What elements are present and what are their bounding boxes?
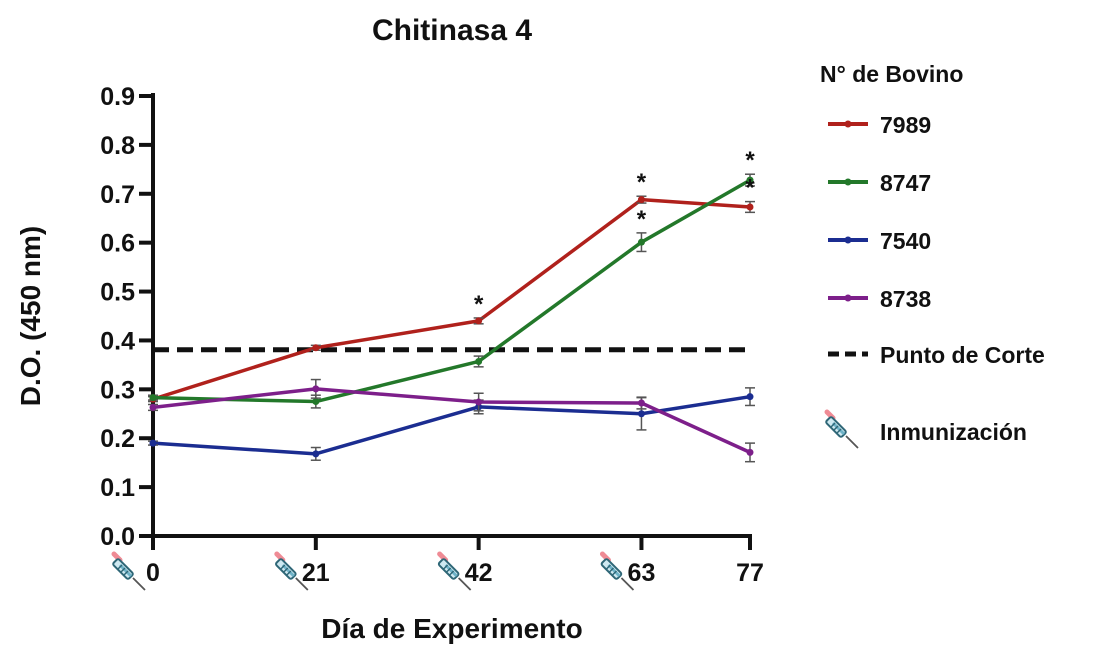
y-tick-label: 0.1: [100, 474, 135, 502]
legend-label: 7989: [880, 112, 931, 138]
chart-title: Chitinasa 4: [372, 14, 532, 47]
data-point: [149, 439, 157, 447]
data-point: [637, 238, 645, 246]
y-tick-label: 0.4: [100, 327, 135, 355]
y-tick-label: 0.5: [100, 279, 135, 307]
y-tick-label: 0.7: [100, 181, 135, 209]
series-line: [152, 394, 751, 456]
series-layer: [148, 173, 755, 463]
series-8747: [148, 173, 755, 409]
series-line: [152, 178, 751, 404]
legend-marker: [844, 236, 852, 244]
data-point: [149, 403, 157, 411]
legend-label: 8747: [880, 170, 931, 196]
y-tick-label: 0.9: [100, 83, 135, 111]
legend-item-immunization: Inmunización: [825, 412, 1027, 448]
data-point: [637, 410, 645, 418]
data-point: [475, 398, 483, 406]
legend-item-7540: 7540: [828, 228, 931, 254]
syringe-icon: [112, 554, 145, 590]
significance-layer: *****: [474, 147, 755, 318]
data-point: [746, 393, 754, 401]
x-tick-label: 77: [736, 559, 764, 587]
legend-marker: [844, 178, 852, 186]
legend-item-8747: 8747: [828, 170, 931, 196]
data-point: [746, 448, 754, 456]
data-point: [475, 317, 483, 325]
data-point: [312, 450, 320, 458]
x-axis: 0 21 42 63 77: [146, 534, 764, 587]
significance-mark: *: [637, 206, 647, 233]
y-axis-label: D.O. (450 nm): [15, 226, 46, 406]
x-tick-label: 63: [628, 559, 656, 587]
x-tick-label: 21: [302, 559, 330, 587]
legend: N° de Bovino 7989 8747 7540 8738 Punto de Co…: [820, 61, 1045, 448]
legend-title: N° de Bovino: [820, 61, 963, 87]
legend-label: 8738: [880, 286, 931, 312]
series-line: [152, 387, 751, 454]
data-point: [637, 196, 645, 204]
data-point: [149, 394, 157, 402]
significance-mark: *: [637, 169, 647, 196]
y-tick-label: 0.6: [100, 230, 135, 258]
legend-item-8738: 8738: [828, 286, 931, 312]
y-tick-label: 0.2: [100, 425, 135, 453]
syringe-icon: [825, 412, 858, 448]
data-point: [637, 399, 645, 407]
legend-marker: [844, 294, 852, 302]
data-point: [746, 176, 754, 184]
data-point: [746, 203, 754, 211]
y-tick-label: 0.0: [100, 523, 135, 551]
significance-mark: *: [745, 175, 755, 202]
series-7989: [148, 195, 755, 403]
legend-item-7989: 7989: [828, 112, 931, 138]
significance-mark: *: [474, 291, 484, 318]
legend-label: 7540: [880, 228, 931, 254]
data-point: [312, 398, 320, 406]
y-axis: 0.0 0.1 0.2 0.3 0.4 0.5 0.6 0.7 0.8 0.9: [100, 83, 155, 551]
y-tick-label: 0.8: [100, 132, 135, 160]
data-point: [312, 344, 320, 352]
legend-label: Inmunización: [880, 419, 1027, 445]
x-tick-label: 42: [465, 559, 493, 587]
series-8738: [148, 378, 755, 463]
legend-marker: [844, 120, 852, 128]
data-point: [475, 357, 483, 365]
x-tick-label: 0: [146, 559, 160, 587]
x-axis-label: Día de Experimento: [321, 613, 582, 644]
legend-label: Punto de Corte: [880, 342, 1045, 368]
legend-item-cutoff: Punto de Corte: [828, 342, 1045, 368]
significance-mark: *: [745, 147, 755, 174]
y-tick-label: 0.3: [100, 376, 135, 404]
immunization-layer: [112, 554, 633, 590]
data-point: [312, 385, 320, 393]
